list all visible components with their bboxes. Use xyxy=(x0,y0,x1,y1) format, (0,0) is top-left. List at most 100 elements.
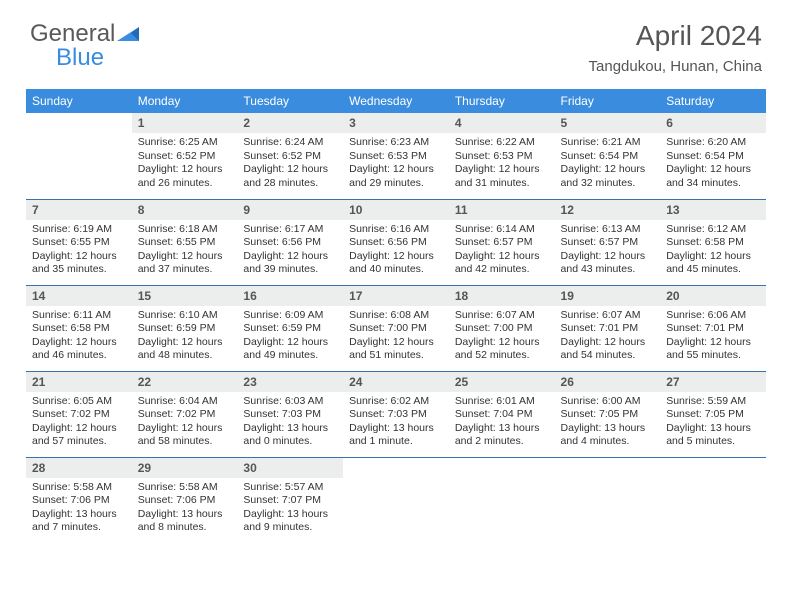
day-detail: Sunrise: 6:13 AMSunset: 6:57 PMDaylight:… xyxy=(555,220,661,282)
sunrise-text: Sunrise: 6:22 AM xyxy=(455,136,549,150)
day-detail: Sunrise: 6:22 AMSunset: 6:53 PMDaylight:… xyxy=(449,133,555,195)
sunrise-text: Sunrise: 6:24 AM xyxy=(243,136,337,150)
sunset-text: Sunset: 6:57 PM xyxy=(561,236,655,250)
calendar-day-cell: 12Sunrise: 6:13 AMSunset: 6:57 PMDayligh… xyxy=(555,199,661,285)
day-number: 9 xyxy=(237,200,343,220)
daylight-text: Daylight: 13 hours and 4 minutes. xyxy=(561,422,655,449)
calendar-day-cell: 7Sunrise: 6:19 AMSunset: 6:55 PMDaylight… xyxy=(26,199,132,285)
sunset-text: Sunset: 7:03 PM xyxy=(349,408,443,422)
day-number: 17 xyxy=(343,286,449,306)
calendar-day-cell: 5Sunrise: 6:21 AMSunset: 6:54 PMDaylight… xyxy=(555,113,661,199)
sunrise-text: Sunrise: 5:57 AM xyxy=(243,481,337,495)
calendar-day-cell: 18Sunrise: 6:07 AMSunset: 7:00 PMDayligh… xyxy=(449,285,555,371)
weekday-header: Sunday xyxy=(26,89,132,113)
calendar-day-cell: 3Sunrise: 6:23 AMSunset: 6:53 PMDaylight… xyxy=(343,113,449,199)
calendar-day-cell: 17Sunrise: 6:08 AMSunset: 7:00 PMDayligh… xyxy=(343,285,449,371)
day-detail: Sunrise: 6:24 AMSunset: 6:52 PMDaylight:… xyxy=(237,133,343,195)
logo-word-blue-row: Blue xyxy=(56,44,104,72)
sunrise-text: Sunrise: 6:04 AM xyxy=(138,395,232,409)
day-detail: Sunrise: 6:17 AMSunset: 6:56 PMDaylight:… xyxy=(237,220,343,282)
sunrise-text: Sunrise: 5:59 AM xyxy=(666,395,760,409)
calendar-day-cell: 19Sunrise: 6:07 AMSunset: 7:01 PMDayligh… xyxy=(555,285,661,371)
day-detail: Sunrise: 6:01 AMSunset: 7:04 PMDaylight:… xyxy=(449,392,555,454)
sunrise-text: Sunrise: 6:23 AM xyxy=(349,136,443,150)
sunset-text: Sunset: 7:05 PM xyxy=(666,408,760,422)
calendar-day-cell xyxy=(555,457,661,543)
calendar-day-cell: 10Sunrise: 6:16 AMSunset: 6:56 PMDayligh… xyxy=(343,199,449,285)
daylight-text: Daylight: 13 hours and 0 minutes. xyxy=(243,422,337,449)
sunset-text: Sunset: 6:54 PM xyxy=(666,150,760,164)
daylight-text: Daylight: 12 hours and 46 minutes. xyxy=(32,336,126,363)
daylight-text: Daylight: 12 hours and 26 minutes. xyxy=(138,163,232,190)
weekday-header-row: Sunday Monday Tuesday Wednesday Thursday… xyxy=(26,89,766,113)
day-detail: Sunrise: 5:58 AMSunset: 7:06 PMDaylight:… xyxy=(132,478,238,540)
day-detail: Sunrise: 6:04 AMSunset: 7:02 PMDaylight:… xyxy=(132,392,238,454)
logo: General Blue xyxy=(30,20,143,48)
day-detail: Sunrise: 6:12 AMSunset: 6:58 PMDaylight:… xyxy=(660,220,766,282)
sunset-text: Sunset: 7:02 PM xyxy=(32,408,126,422)
daylight-text: Daylight: 13 hours and 7 minutes. xyxy=(32,508,126,535)
daylight-text: Daylight: 12 hours and 32 minutes. xyxy=(561,163,655,190)
day-number: 11 xyxy=(449,200,555,220)
sunrise-text: Sunrise: 5:58 AM xyxy=(32,481,126,495)
calendar-day-cell: 28Sunrise: 5:58 AMSunset: 7:06 PMDayligh… xyxy=(26,457,132,543)
day-number: 1 xyxy=(132,113,238,133)
day-number: 6 xyxy=(660,113,766,133)
day-number: 29 xyxy=(132,458,238,478)
daylight-text: Daylight: 12 hours and 28 minutes. xyxy=(243,163,337,190)
day-detail: Sunrise: 6:21 AMSunset: 6:54 PMDaylight:… xyxy=(555,133,661,195)
daylight-text: Daylight: 12 hours and 57 minutes. xyxy=(32,422,126,449)
sunset-text: Sunset: 6:56 PM xyxy=(243,236,337,250)
day-number: 21 xyxy=(26,372,132,392)
calendar-day-cell: 11Sunrise: 6:14 AMSunset: 6:57 PMDayligh… xyxy=(449,199,555,285)
sunset-text: Sunset: 7:02 PM xyxy=(138,408,232,422)
calendar-day-cell: 30Sunrise: 5:57 AMSunset: 7:07 PMDayligh… xyxy=(237,457,343,543)
calendar-day-cell: 24Sunrise: 6:02 AMSunset: 7:03 PMDayligh… xyxy=(343,371,449,457)
day-detail: Sunrise: 6:09 AMSunset: 6:59 PMDaylight:… xyxy=(237,306,343,368)
weekday-header: Tuesday xyxy=(237,89,343,113)
daylight-text: Daylight: 12 hours and 58 minutes. xyxy=(138,422,232,449)
sunrise-text: Sunrise: 6:18 AM xyxy=(138,223,232,237)
sunset-text: Sunset: 7:06 PM xyxy=(138,494,232,508)
daylight-text: Daylight: 12 hours and 54 minutes. xyxy=(561,336,655,363)
sunrise-text: Sunrise: 6:25 AM xyxy=(138,136,232,150)
title-block: April 2024 Tangdukou, Hunan, China xyxy=(589,20,762,75)
sunrise-text: Sunrise: 6:07 AM xyxy=(561,309,655,323)
calendar-table: Sunday Monday Tuesday Wednesday Thursday… xyxy=(26,89,766,543)
sunrise-text: Sunrise: 6:14 AM xyxy=(455,223,549,237)
day-detail: Sunrise: 6:06 AMSunset: 7:01 PMDaylight:… xyxy=(660,306,766,368)
sunrise-text: Sunrise: 6:02 AM xyxy=(349,395,443,409)
sunset-text: Sunset: 6:56 PM xyxy=(349,236,443,250)
sunset-text: Sunset: 7:01 PM xyxy=(561,322,655,336)
sunrise-text: Sunrise: 6:03 AM xyxy=(243,395,337,409)
sunrise-text: Sunrise: 6:19 AM xyxy=(32,223,126,237)
daylight-text: Daylight: 12 hours and 31 minutes. xyxy=(455,163,549,190)
weekday-header: Saturday xyxy=(660,89,766,113)
sunset-text: Sunset: 6:54 PM xyxy=(561,150,655,164)
calendar-day-cell xyxy=(660,457,766,543)
calendar-day-cell xyxy=(449,457,555,543)
day-number: 28 xyxy=(26,458,132,478)
day-number: 25 xyxy=(449,372,555,392)
day-number: 22 xyxy=(132,372,238,392)
day-number: 7 xyxy=(26,200,132,220)
calendar-day-cell: 9Sunrise: 6:17 AMSunset: 6:56 PMDaylight… xyxy=(237,199,343,285)
sunset-text: Sunset: 6:59 PM xyxy=(243,322,337,336)
day-number: 14 xyxy=(26,286,132,306)
calendar-week-row: 14Sunrise: 6:11 AMSunset: 6:58 PMDayligh… xyxy=(26,285,766,371)
calendar-day-cell: 25Sunrise: 6:01 AMSunset: 7:04 PMDayligh… xyxy=(449,371,555,457)
day-number: 13 xyxy=(660,200,766,220)
day-detail: Sunrise: 5:58 AMSunset: 7:06 PMDaylight:… xyxy=(26,478,132,540)
day-detail: Sunrise: 6:11 AMSunset: 6:58 PMDaylight:… xyxy=(26,306,132,368)
calendar-day-cell xyxy=(343,457,449,543)
sunrise-text: Sunrise: 6:01 AM xyxy=(455,395,549,409)
daylight-text: Daylight: 12 hours and 51 minutes. xyxy=(349,336,443,363)
day-number: 10 xyxy=(343,200,449,220)
calendar-week-row: 28Sunrise: 5:58 AMSunset: 7:06 PMDayligh… xyxy=(26,457,766,543)
sunrise-text: Sunrise: 6:16 AM xyxy=(349,223,443,237)
sunset-text: Sunset: 6:58 PM xyxy=(666,236,760,250)
logo-word-blue: Blue xyxy=(56,44,104,71)
day-detail: Sunrise: 6:10 AMSunset: 6:59 PMDaylight:… xyxy=(132,306,238,368)
day-number: 4 xyxy=(449,113,555,133)
day-detail: Sunrise: 6:05 AMSunset: 7:02 PMDaylight:… xyxy=(26,392,132,454)
